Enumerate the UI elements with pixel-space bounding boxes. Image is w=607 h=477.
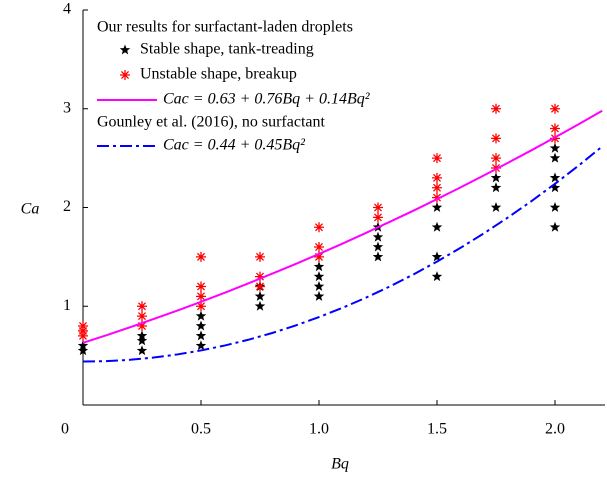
data-point (313, 290, 325, 301)
data-point (432, 153, 442, 164)
curve (82, 109, 603, 344)
data-point (549, 152, 561, 163)
data-point (431, 251, 443, 262)
data-point (491, 103, 501, 114)
data-point (137, 311, 147, 322)
data-point (313, 281, 325, 291)
data-point (77, 345, 89, 356)
legend-label: Stable shape, tank-treading (140, 41, 314, 58)
data-point (491, 153, 501, 164)
data-point (195, 310, 207, 321)
data-point (313, 261, 325, 272)
legend-marker (120, 70, 130, 80)
data-point (136, 330, 148, 341)
data-point (196, 251, 206, 262)
data-point (196, 281, 206, 292)
data-point (549, 172, 561, 183)
data-point (432, 172, 442, 183)
data-point (255, 281, 265, 292)
data-point (549, 202, 561, 212)
data-point (77, 340, 89, 351)
data-point (255, 271, 265, 282)
x-tick-label: 2.0 (545, 421, 565, 438)
data-point (432, 182, 442, 193)
data-point (255, 251, 265, 262)
data-point (254, 300, 266, 311)
data-point (195, 340, 207, 351)
data-point (136, 345, 148, 356)
legend-label: Cac = 0.63 + 0.76Bq + 0.14Bq² (163, 91, 371, 108)
data-point (195, 330, 207, 341)
y-tick-label: 3 (63, 99, 71, 116)
data-point (137, 301, 147, 312)
data-point (136, 335, 148, 346)
data-point (196, 301, 206, 312)
legend-label: Unstable shape, breakup (140, 66, 297, 83)
data-point (372, 231, 384, 242)
legend-label: Cac = 0.44 + 0.45Bq² (163, 137, 306, 154)
data-point (432, 192, 442, 203)
data-point (549, 182, 561, 193)
data-point (195, 320, 207, 331)
data-point (490, 202, 502, 212)
data-point (314, 242, 324, 252)
y-tick-label: 4 (63, 1, 71, 18)
data-point (196, 291, 206, 302)
data-point (431, 202, 443, 212)
data-point (137, 321, 147, 331)
data-point (373, 212, 383, 223)
data-point (490, 172, 502, 183)
data-point (549, 142, 561, 153)
y-tick-label: 1 (63, 297, 71, 314)
data-point (549, 221, 561, 232)
data-point (372, 251, 384, 262)
data-point (78, 321, 88, 331)
x-tick-label: 1.5 (427, 421, 447, 438)
data-point (550, 103, 560, 114)
reference-label: Gounley et al. (2016), no surfactant (97, 114, 325, 131)
data-point (313, 271, 325, 282)
data-point (372, 241, 384, 252)
x-tick-label: 0.5 (191, 421, 211, 438)
data-point (431, 221, 443, 232)
legend-title: Our results for surfactant-laden droplet… (97, 19, 353, 36)
data-point (490, 182, 502, 193)
x-axis-label: Bq (331, 456, 349, 473)
data-point (373, 202, 383, 213)
data-point (314, 251, 324, 262)
data-point (254, 290, 266, 301)
curve (82, 145, 603, 363)
y-tick-label: 2 (63, 198, 71, 215)
data-point (431, 271, 443, 282)
data-point (550, 123, 560, 134)
x-tick-label: 0 (61, 421, 69, 438)
data-point (314, 222, 324, 233)
legend-marker (119, 44, 131, 55)
x-tick-label: 1.0 (309, 421, 329, 438)
data-point (491, 133, 501, 144)
y-axis-label: Ca (21, 201, 40, 218)
